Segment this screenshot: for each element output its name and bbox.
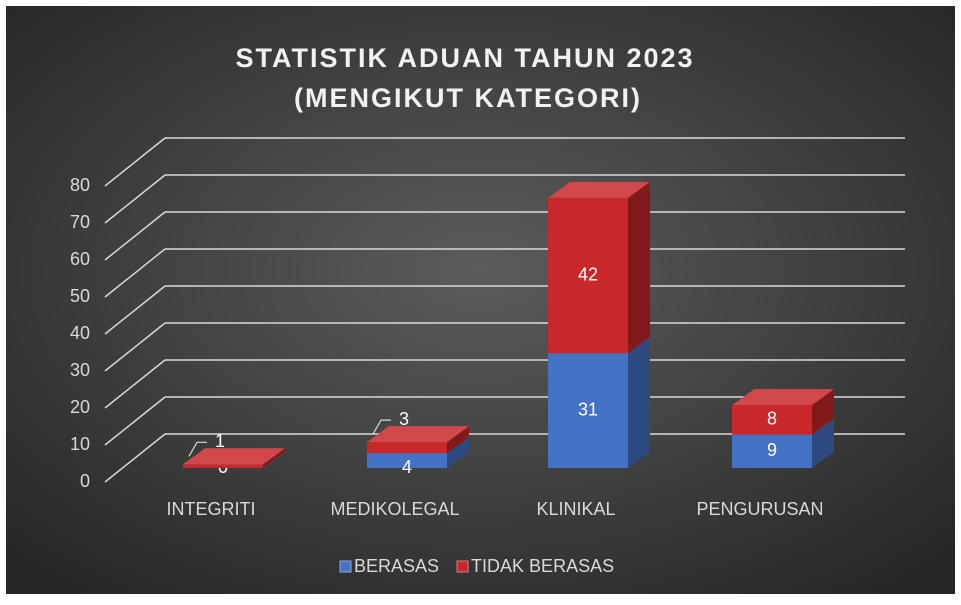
bar-side: [263, 448, 285, 468]
grid-line: [104, 174, 166, 224]
bar: [732, 405, 812, 435]
grid-line: [104, 248, 166, 298]
x-tick-label: PENGURUSAN: [696, 499, 823, 519]
bar: [183, 464, 263, 468]
bar-top: [183, 448, 285, 465]
data-label: 42: [578, 264, 598, 284]
y-tick-label: 0: [80, 471, 90, 491]
y-tick-label: 70: [70, 212, 90, 232]
bar-side: [447, 426, 469, 454]
y-tick-label: 40: [70, 323, 90, 343]
leader-line: [188, 441, 207, 457]
y-tick-label: 20: [70, 397, 90, 417]
x-tick-label: INTEGRITI: [167, 499, 256, 519]
grid-line: [104, 285, 166, 335]
bar-side: [812, 418, 834, 468]
bar-side: [628, 181, 650, 354]
bar-top: [732, 389, 834, 406]
data-label: 3: [399, 409, 409, 429]
x-tick-label: KLINIKAL: [536, 499, 615, 519]
data-label: 9: [767, 440, 777, 460]
legend-marker: [339, 560, 352, 573]
chart-title: STATISTIK ADUAN TAHUN 2023: [235, 43, 694, 73]
legend-marker: [456, 560, 469, 573]
grid-line: [104, 396, 166, 446]
bar-side: [812, 389, 834, 435]
data-label: 1: [215, 431, 225, 451]
x-tick-label: MEDIKOLEGAL: [330, 499, 459, 519]
y-tick-label: 30: [70, 360, 90, 380]
chart-title: (MENGIKUT KATEGORI): [294, 83, 642, 113]
bar: [548, 197, 628, 354]
data-label: 31: [578, 399, 598, 419]
y-tick-label: 80: [70, 175, 90, 195]
bar: [732, 434, 812, 468]
bar: [367, 453, 447, 468]
grid-line: [104, 433, 166, 483]
legend-label: BERASAS: [354, 556, 439, 576]
data-label: 4: [402, 457, 412, 477]
bar-top: [367, 426, 469, 443]
grid-line: [104, 137, 166, 187]
leader-line: [372, 419, 391, 435]
grid-line: [104, 322, 166, 372]
bar: [367, 442, 447, 454]
bar-side: [628, 337, 650, 468]
grid-line: [104, 359, 166, 409]
chart-background: [6, 6, 955, 594]
bar-top: [548, 181, 650, 198]
y-tick-label: 10: [70, 434, 90, 454]
legend-label: TIDAK BERASAS: [471, 556, 614, 576]
data-label: 8: [767, 409, 777, 429]
y-tick-label: 50: [70, 286, 90, 306]
bar-side: [447, 437, 469, 468]
y-tick-label: 60: [70, 249, 90, 269]
bar: [548, 353, 628, 468]
grid-line: [104, 211, 166, 261]
